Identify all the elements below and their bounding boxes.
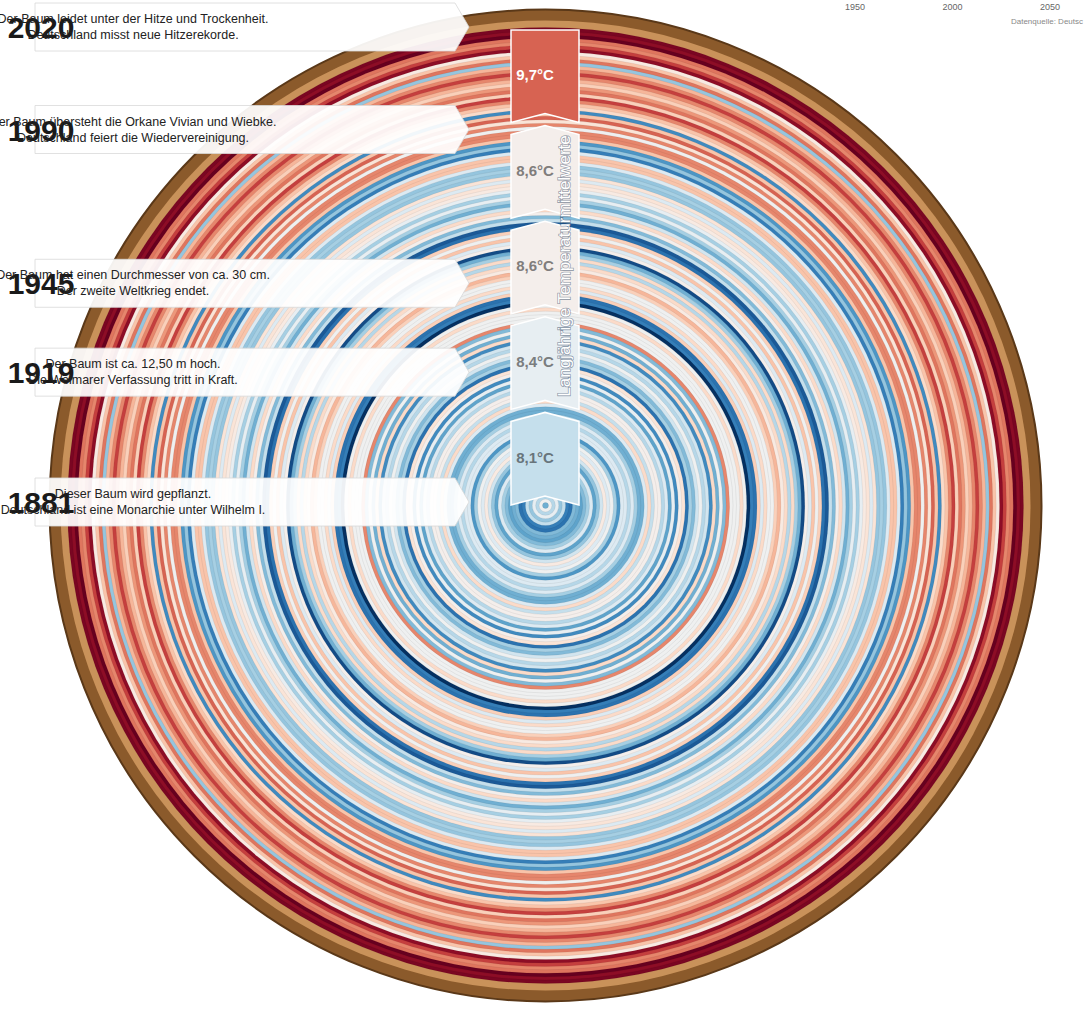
svg-text:8,6°C: 8,6°C (516, 257, 554, 274)
svg-text:Der zweite Weltkrieg endet.: Der zweite Weltkrieg endet. (57, 284, 210, 298)
svg-text:Der Baum übersteht die Orkane: Der Baum übersteht die Orkane Vivian und… (0, 115, 276, 129)
svg-text:Dieser Baum wird gepflanzt.: Dieser Baum wird gepflanzt. (55, 487, 211, 501)
svg-text:Datenquelle: Deutsc: Datenquelle: Deutsc (1011, 17, 1083, 26)
svg-text:9,7°C: 9,7°C (516, 66, 554, 83)
svg-text:Der Baum leidet unter der Hitz: Der Baum leidet unter der Hitze und Troc… (0, 12, 268, 26)
svg-text:8,1°C: 8,1°C (516, 449, 554, 466)
svg-text:8,4°C: 8,4°C (516, 353, 554, 370)
svg-text:8,6°C: 8,6°C (516, 162, 554, 179)
svg-text:Langjährige Temperaturmittelwe: Langjährige Temperaturmittelwerte (555, 135, 574, 396)
svg-text:Deutschland misst neue Hitzere: Deutschland misst neue Hitzerekorde. (27, 28, 238, 42)
svg-text:2050: 2050 (1040, 2, 1060, 12)
svg-text:Deutschland feiert die Wiederv: Deutschland feiert die Wiedervereinigung… (17, 131, 249, 145)
svg-text:Die Weimarer Verfassung tritt: Die Weimarer Verfassung tritt in Kraft. (28, 373, 238, 387)
svg-text:Der Baum hat einen Durchmesser: Der Baum hat einen Durchmesser von ca. 3… (0, 268, 270, 282)
svg-text:1950: 1950 (845, 2, 865, 12)
svg-text:2000: 2000 (942, 2, 962, 12)
svg-text:Deutschland ist eine Monarchie: Deutschland ist eine Monarchie unter Wil… (1, 503, 266, 517)
svg-text:Der Baum ist ca. 12,50 m hoch.: Der Baum ist ca. 12,50 m hoch. (45, 357, 220, 371)
